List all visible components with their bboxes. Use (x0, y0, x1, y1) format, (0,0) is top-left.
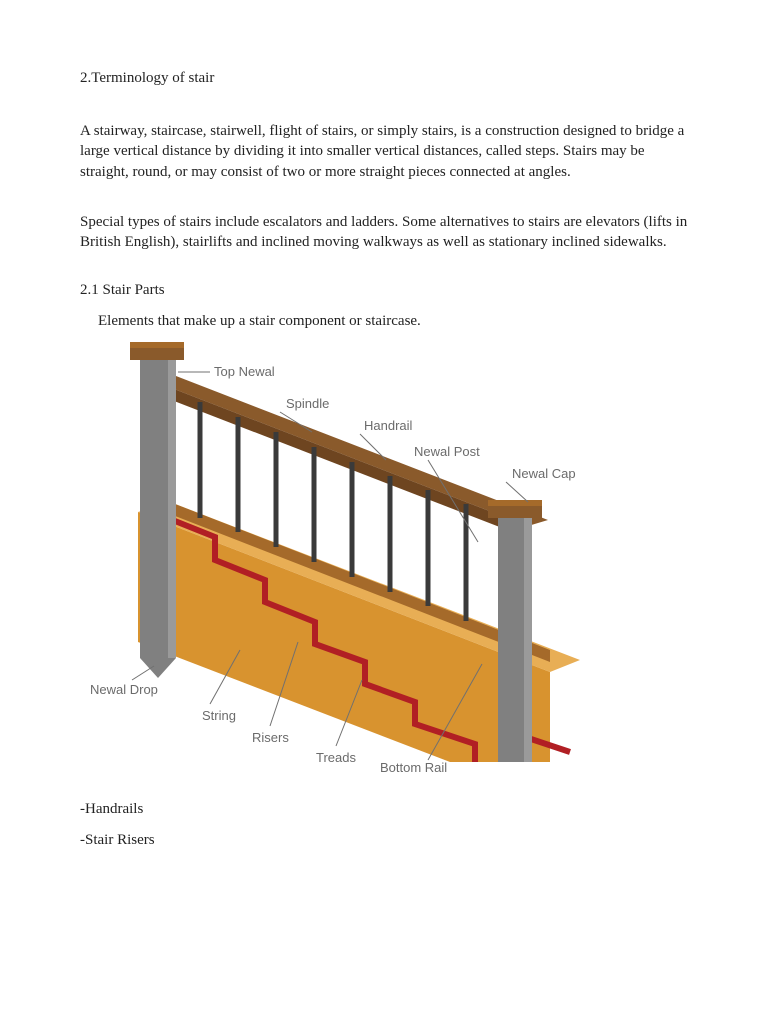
label-spindle: Spindle (286, 396, 329, 411)
paragraph-intro: A stairway, staircase, stairwell, flight… (80, 121, 688, 182)
top-newel-cap-top (130, 342, 184, 348)
label-newal-cap: Newal Cap (512, 466, 576, 481)
label-handrail: Handrail (364, 418, 413, 433)
list-item-stair-risers: -Stair Risers (80, 832, 688, 849)
label-top-newal: Top Newal (214, 364, 275, 379)
bottom-newel-cap (488, 504, 542, 518)
list-item-handrails: -Handrails (80, 801, 688, 818)
bottom-newel-post-side (524, 516, 532, 762)
bottom-newel-cap-top (488, 500, 542, 506)
handrail-side (156, 382, 528, 538)
document-page: 2.Terminology of stair A stairway, stair… (0, 0, 768, 903)
subsection-caption: Elements that make up a stair component … (98, 313, 688, 330)
bottom-newel-post (498, 516, 524, 762)
subsection-heading: 2.1 Stair Parts (80, 282, 688, 299)
label-treads: Treads (316, 750, 356, 765)
label-risers: Risers (252, 730, 289, 745)
top-newel-cap (130, 346, 184, 360)
section-heading: 2.Terminology of stair (80, 70, 688, 87)
label-newal-drop: Newal Drop (90, 682, 158, 697)
label-newal-post: Newal Post (414, 444, 480, 459)
paragraph-alternatives: Special types of stairs include escalato… (80, 212, 688, 253)
label-string: String (202, 708, 236, 723)
label-bottom-rail: Bottom Rail (380, 760, 447, 772)
top-newel-post-side (168, 358, 176, 658)
newel-drop (140, 658, 176, 678)
top-newel-post (140, 358, 168, 658)
stair-svg: Top Newal Spindle Handrail Newal Post Ne… (80, 342, 640, 772)
stair-diagram: Top Newal Spindle Handrail Newal Post Ne… (80, 342, 688, 777)
